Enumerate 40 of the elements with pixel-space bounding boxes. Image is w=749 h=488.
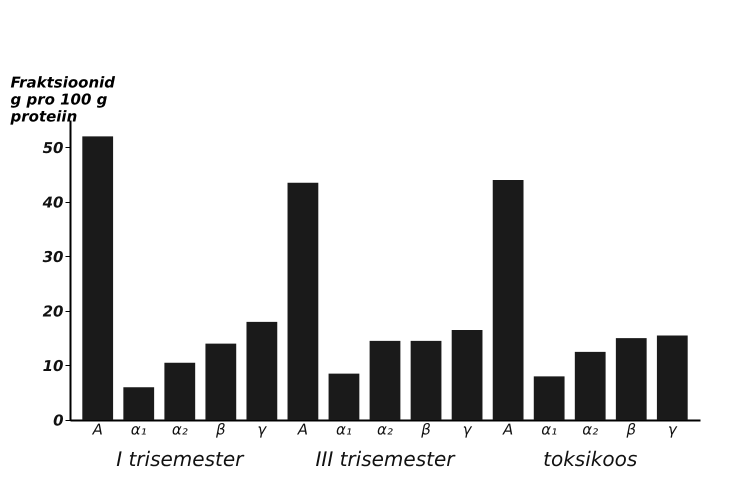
text: I trisemester [116, 447, 246, 471]
y-tick-label: 40 [42, 193, 64, 212]
text: toksikoos [543, 447, 638, 471]
bar [370, 340, 400, 420]
bar [82, 136, 114, 420]
x-tick-label: A [92, 420, 103, 438]
x-tick-label: γ [257, 420, 268, 438]
x-tick-label: α₁ [130, 420, 147, 438]
bar [288, 182, 318, 420]
bar [246, 322, 278, 420]
bar [164, 362, 196, 420]
x-tick-label: β [420, 420, 432, 438]
bar [328, 374, 360, 420]
y-tick-label: 50 [42, 138, 64, 157]
x-tick-label: γ [668, 420, 678, 438]
bar [574, 352, 606, 420]
x-tick-label: α₂ [377, 420, 393, 438]
bar [205, 344, 236, 420]
y-tick-label: 30 [42, 248, 64, 266]
x-tick-label: A [296, 420, 308, 438]
x-tick-label: α₂ [172, 420, 188, 438]
x-tick-label: β [215, 420, 226, 438]
x-tick-label: α₁ [541, 420, 558, 438]
x-tick-label: γ [462, 420, 473, 438]
bar [656, 335, 688, 420]
x-tick-label: α₁ [336, 420, 352, 438]
y-tick-label: 10 [42, 356, 64, 375]
text: III trisemester [316, 447, 456, 471]
y-axis-title: Fraktsioonid g pro 100 g proteiin [10, 74, 116, 126]
y-tick-label: 20 [42, 302, 64, 320]
bar [616, 338, 647, 420]
bar [410, 340, 442, 420]
y-tick-label: 0 [53, 412, 64, 430]
bar [492, 180, 524, 420]
x-tick-label: A [502, 420, 514, 438]
bar [123, 387, 154, 420]
bar [452, 330, 482, 420]
bar [534, 376, 565, 420]
x-tick-label: α₂ [582, 420, 598, 438]
x-tick-label: β [625, 420, 636, 438]
